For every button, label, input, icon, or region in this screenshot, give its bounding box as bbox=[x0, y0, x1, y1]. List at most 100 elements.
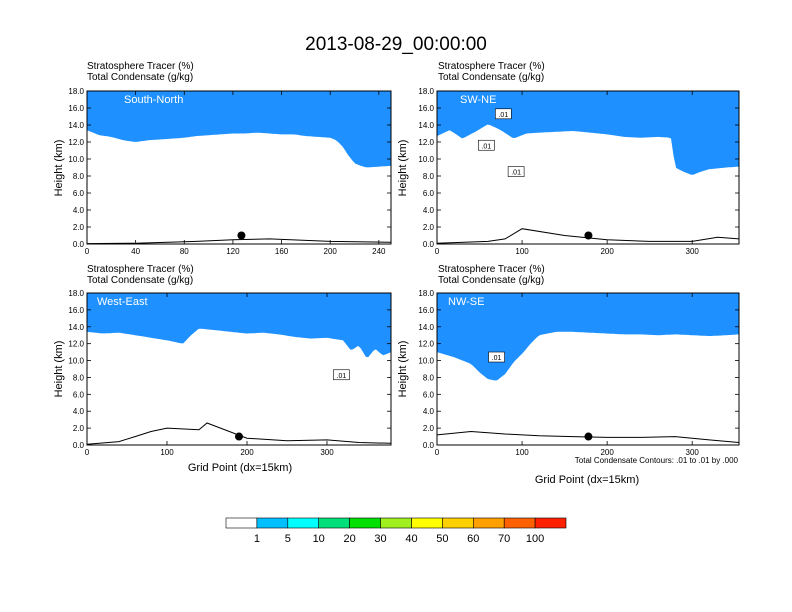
x-tick-label: 120 bbox=[226, 247, 240, 256]
panel-title-line1: Stratosphere Tracer (%) bbox=[87, 61, 194, 72]
x-tick-label: 160 bbox=[275, 247, 289, 256]
x-tick-label: 0 bbox=[435, 247, 440, 256]
plot-frame bbox=[436, 292, 740, 446]
panel-nw-se: Stratosphere Tracer (%) Total Condensate… bbox=[397, 264, 740, 486]
contour-label: .01 bbox=[481, 143, 491, 150]
y-tick-label: 6.0 bbox=[423, 390, 435, 399]
plot-area: .01 0.0 2.0 4.0 6.0 8.0 10.0 12.0 14.0 16.0 18.0 0 1… bbox=[68, 289, 392, 457]
plot-frame bbox=[86, 292, 392, 446]
y-tick-label: 18.0 bbox=[418, 289, 434, 298]
panel-name: West-East bbox=[97, 296, 148, 308]
y-tick-label: 10.0 bbox=[418, 357, 434, 366]
plot-area: .01 0.0 2.0 4.0 6.0 8.0 10.0 12.0 14.0 16.0 18.0 0 1… bbox=[418, 289, 740, 457]
y-tick-label: 14.0 bbox=[68, 121, 84, 130]
y-tick-label: 2.0 bbox=[423, 223, 435, 232]
plot-frame bbox=[86, 90, 392, 245]
y-tick-label: 6.0 bbox=[73, 189, 85, 198]
contour-label-box bbox=[488, 351, 505, 363]
colorbar-box bbox=[256, 517, 289, 529]
colorbar-label: 100 bbox=[526, 533, 544, 545]
x-tick-label: 40 bbox=[131, 247, 140, 256]
contour-label-box bbox=[478, 139, 495, 151]
x-tick-label: 200 bbox=[324, 247, 338, 256]
y-tick-label: 18.0 bbox=[418, 87, 434, 96]
y-tick-label: 8.0 bbox=[423, 373, 435, 382]
x-tick-label: 200 bbox=[240, 448, 254, 457]
location-marker bbox=[584, 231, 593, 240]
x-tick-label: 200 bbox=[600, 448, 614, 457]
tracer-band-1 bbox=[437, 293, 739, 381]
y-tick-label: 16.0 bbox=[68, 306, 84, 315]
contour-label: .01 bbox=[492, 355, 502, 362]
colorbar-label: 10 bbox=[313, 533, 325, 545]
colorbar-box bbox=[472, 517, 505, 529]
y-axis-label: Height (km) bbox=[53, 140, 65, 197]
x-tick-label: 300 bbox=[686, 448, 700, 457]
y-tick-label: 0.0 bbox=[73, 441, 85, 450]
panel-name: SW-NE bbox=[460, 94, 496, 106]
x-axis-label: Grid Point (dx=15km) bbox=[188, 462, 292, 474]
panel-sw-ne: Stratosphere Tracer (%) Total Condensate… bbox=[397, 61, 740, 256]
y-tick-label: 14.0 bbox=[418, 121, 434, 130]
y-axis-label: Height (km) bbox=[53, 341, 65, 398]
x-tick-label: 80 bbox=[180, 247, 189, 256]
x-tick-label: 100 bbox=[515, 448, 529, 457]
terrain-line bbox=[87, 422, 391, 445]
y-tick-label: 10.0 bbox=[68, 155, 84, 164]
contour-label: .01 bbox=[337, 373, 347, 380]
x-tick-label: 100 bbox=[515, 247, 529, 256]
y-tick-label: 6.0 bbox=[423, 189, 435, 198]
colorbar-label: 5 bbox=[285, 533, 291, 545]
colorbar-label: 70 bbox=[498, 533, 510, 545]
panel-south-north: Stratosphere Tracer (%) Total Condensate… bbox=[53, 61, 392, 256]
y-tick-label: 18.0 bbox=[68, 289, 84, 298]
y-tick-label: 4.0 bbox=[73, 407, 85, 416]
colorbar-box bbox=[503, 517, 536, 529]
contour-label: .01 bbox=[498, 112, 508, 119]
y-tick-label: 12.0 bbox=[68, 138, 84, 147]
plot-area: .01 .01 .01 0.0 2.0 4.0 6.0 8.0 10.0 12.0 14.0 16.0… bbox=[418, 87, 740, 256]
tracer-band-1 bbox=[87, 293, 391, 358]
panel-name: NW-SE bbox=[448, 296, 484, 308]
colorbar-label: 30 bbox=[374, 533, 386, 545]
plot-area: 0.0 2.0 4.0 6.0 8.0 10.0 12.0 14.0 16.0 18.0 0 40 80… bbox=[68, 87, 392, 256]
colorbar-label: 1 bbox=[254, 533, 260, 545]
y-tick-label: 4.0 bbox=[423, 407, 435, 416]
x-tick-label: 0 bbox=[435, 448, 440, 457]
x-tick-label: 240 bbox=[372, 247, 386, 256]
y-tick-label: 10.0 bbox=[68, 357, 84, 366]
y-tick-label: 12.0 bbox=[418, 340, 434, 349]
colorbar-box bbox=[225, 517, 258, 529]
tracer-band-1 bbox=[87, 91, 391, 168]
y-tick-label: 12.0 bbox=[418, 138, 434, 147]
y-tick-label: 2.0 bbox=[73, 424, 85, 433]
colorbar-label: 20 bbox=[343, 533, 355, 545]
y-tick-label: 4.0 bbox=[423, 206, 435, 215]
colorbar-box bbox=[287, 517, 319, 529]
x-tick-label: 100 bbox=[160, 448, 174, 457]
y-tick-label: 0.0 bbox=[73, 240, 85, 249]
colorbar: 1 5 10 20 30 40 50 60 70 100 bbox=[225, 517, 567, 545]
location-marker bbox=[584, 432, 593, 441]
panel-name: South-North bbox=[124, 94, 183, 106]
y-tick-label: 14.0 bbox=[418, 323, 434, 332]
panel-title-line2: Total Condensate (g/kg) bbox=[438, 275, 544, 286]
panel-title-line2: Total Condensate (g/kg) bbox=[87, 72, 193, 83]
y-tick-label: 0.0 bbox=[423, 240, 435, 249]
colorbar-label: 50 bbox=[436, 533, 448, 545]
colorbar-label: 60 bbox=[467, 533, 479, 545]
contour-label-box bbox=[507, 166, 525, 177]
panel-title-line1: Stratosphere Tracer (%) bbox=[438, 264, 545, 275]
figure-title: 2013-08-29_00:00:00 bbox=[305, 34, 487, 55]
y-tick-label: 18.0 bbox=[68, 87, 84, 96]
x-tick-label: 0 bbox=[85, 448, 90, 457]
contour-note: Total Condensate Contours: .01 to .01 by… bbox=[575, 456, 739, 465]
y-tick-label: 8.0 bbox=[73, 172, 85, 181]
panel-title-line1: Stratosphere Tracer (%) bbox=[87, 264, 194, 275]
x-tick-label: 0 bbox=[85, 247, 90, 256]
colorbar-box bbox=[411, 517, 443, 529]
y-axis-label: Height (km) bbox=[397, 140, 409, 197]
y-tick-label: 8.0 bbox=[73, 373, 85, 382]
plot-frame bbox=[436, 90, 740, 245]
